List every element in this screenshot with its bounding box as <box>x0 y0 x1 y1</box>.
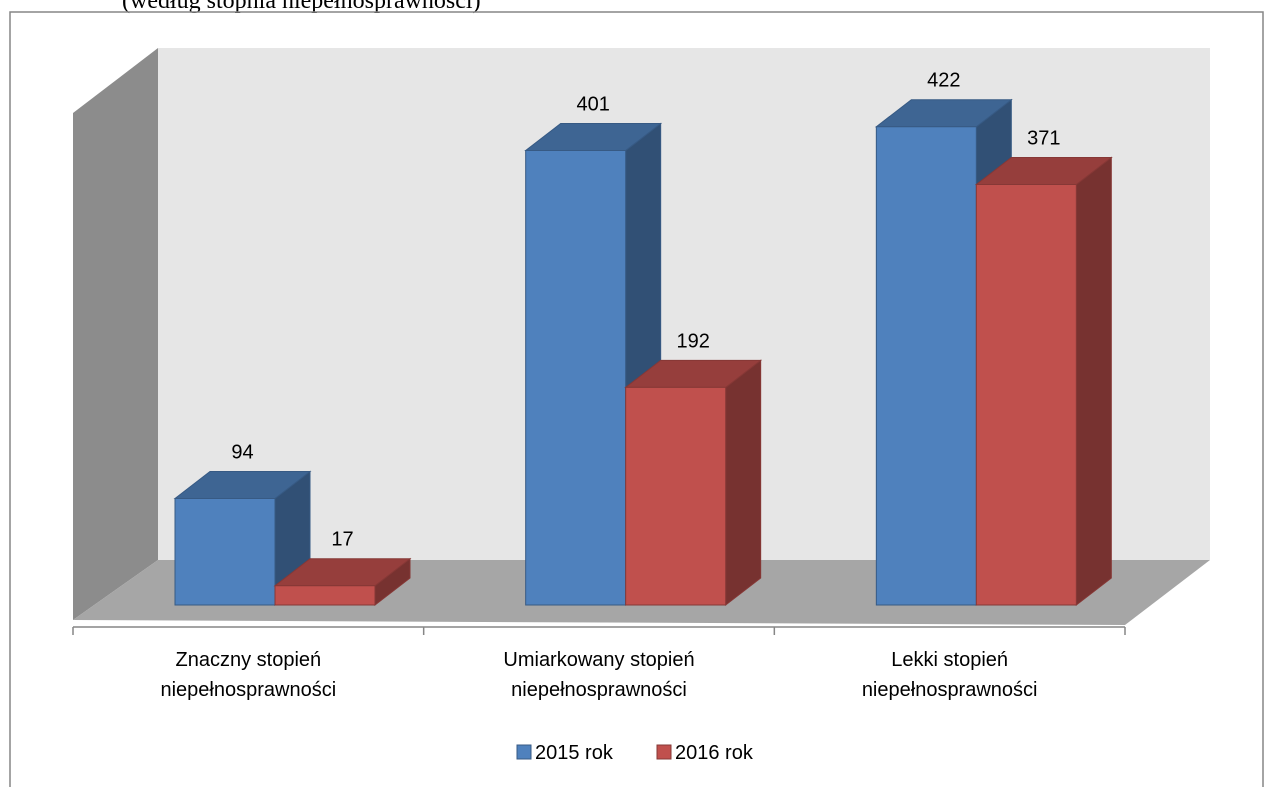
bar <box>273 557 412 607</box>
x-tick-label: Umiarkowany stopień niepełnosprawności <box>503 649 695 701</box>
bar <box>974 156 1113 607</box>
legend-swatch <box>516 744 532 760</box>
data-label: 94 <box>231 441 253 463</box>
data-label: 401 <box>576 94 609 116</box>
data-label: 17 <box>331 529 353 551</box>
legend-label: 2016 rok <box>675 742 754 764</box>
bar-side <box>725 359 762 607</box>
x-tick-label: Lekki stopień niepełnosprawności <box>861 649 1038 701</box>
x-tick-label: Znaczny stopień niepełnosprawności <box>160 649 337 701</box>
side-wall <box>73 48 158 620</box>
bar <box>173 470 312 607</box>
bar-front <box>525 150 627 606</box>
bar-front <box>274 585 376 606</box>
data-label: 371 <box>1027 128 1060 150</box>
data-label: 192 <box>676 330 709 352</box>
bar-front <box>174 497 276 606</box>
bar <box>624 359 763 607</box>
bar-side <box>1075 156 1112 607</box>
legend-label: 2015 rok <box>535 742 614 764</box>
bar-front <box>975 184 1077 606</box>
chart-subtitle: (według stopnia niepełnosprawności) <box>122 0 481 14</box>
chart-frame <box>9 11 1264 787</box>
bar-front <box>625 386 727 606</box>
bar-front <box>875 126 977 606</box>
legend-swatch <box>656 744 672 760</box>
data-label: 422 <box>927 70 960 92</box>
